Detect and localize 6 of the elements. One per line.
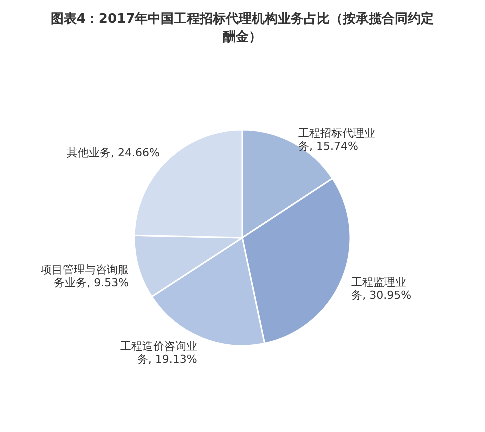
slice-label: 工程监理业务, 30.95%	[352, 276, 412, 302]
chart-title: 图表4：2017年中国工程招标代理机构业务占比（按承揽合同约定酬金）	[50, 11, 434, 45]
slice-label: 其他业务, 24.66%	[67, 146, 160, 160]
slice-label: 项目管理与咨询服务业务, 9.53%	[41, 263, 130, 290]
slice-label: 工程招标代理业务, 15.74%	[298, 127, 376, 154]
slice-label: 工程造价咨询业务, 19.13%	[120, 340, 198, 366]
